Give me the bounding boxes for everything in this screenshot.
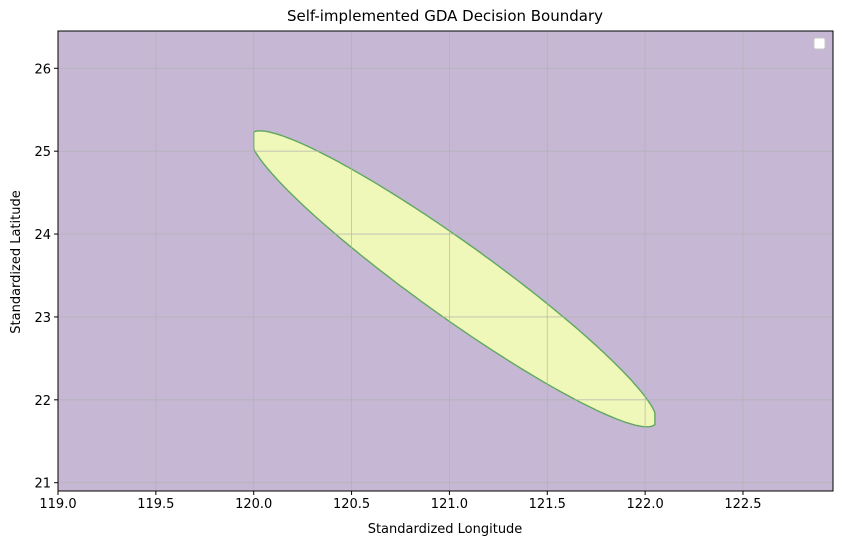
x-tick-label-3: 120.5 [333,497,370,512]
x-tick-label-5: 121.5 [529,497,566,512]
x-tick-label-2: 120.0 [235,497,272,512]
axes-border [57,30,834,492]
y-tick-label-1: 22 [34,394,51,409]
chart-title: Self-implemented GDA Decision Boundary [287,7,603,25]
x-tick-label-7: 122.5 [724,497,761,512]
grid [58,31,833,491]
y-axis-title: Standardized Latitude [9,190,24,333]
x-tick-label-1: 119.5 [137,497,174,512]
x-axis-title: Standardized Longitude [368,522,523,537]
axes-frame [57,30,834,492]
x-tick-label-6: 122.0 [627,497,664,512]
y-tick-label-3: 24 [34,228,51,243]
y-tick-label-2: 23 [34,311,51,326]
x-tick-label-4: 121.0 [431,497,468,512]
y-tick-label-4: 25 [34,145,51,160]
y-tick-label-5: 26 [34,62,51,77]
legend-box [813,37,826,50]
y-tick-label-0: 21 [34,477,51,492]
x-tick-label-0: 119.0 [39,497,76,512]
plot-area [58,31,833,491]
axis-ticks: 119.0 119.5 120.0 120.5 121.0 121.5 122.0 122.5… [34,62,761,512]
